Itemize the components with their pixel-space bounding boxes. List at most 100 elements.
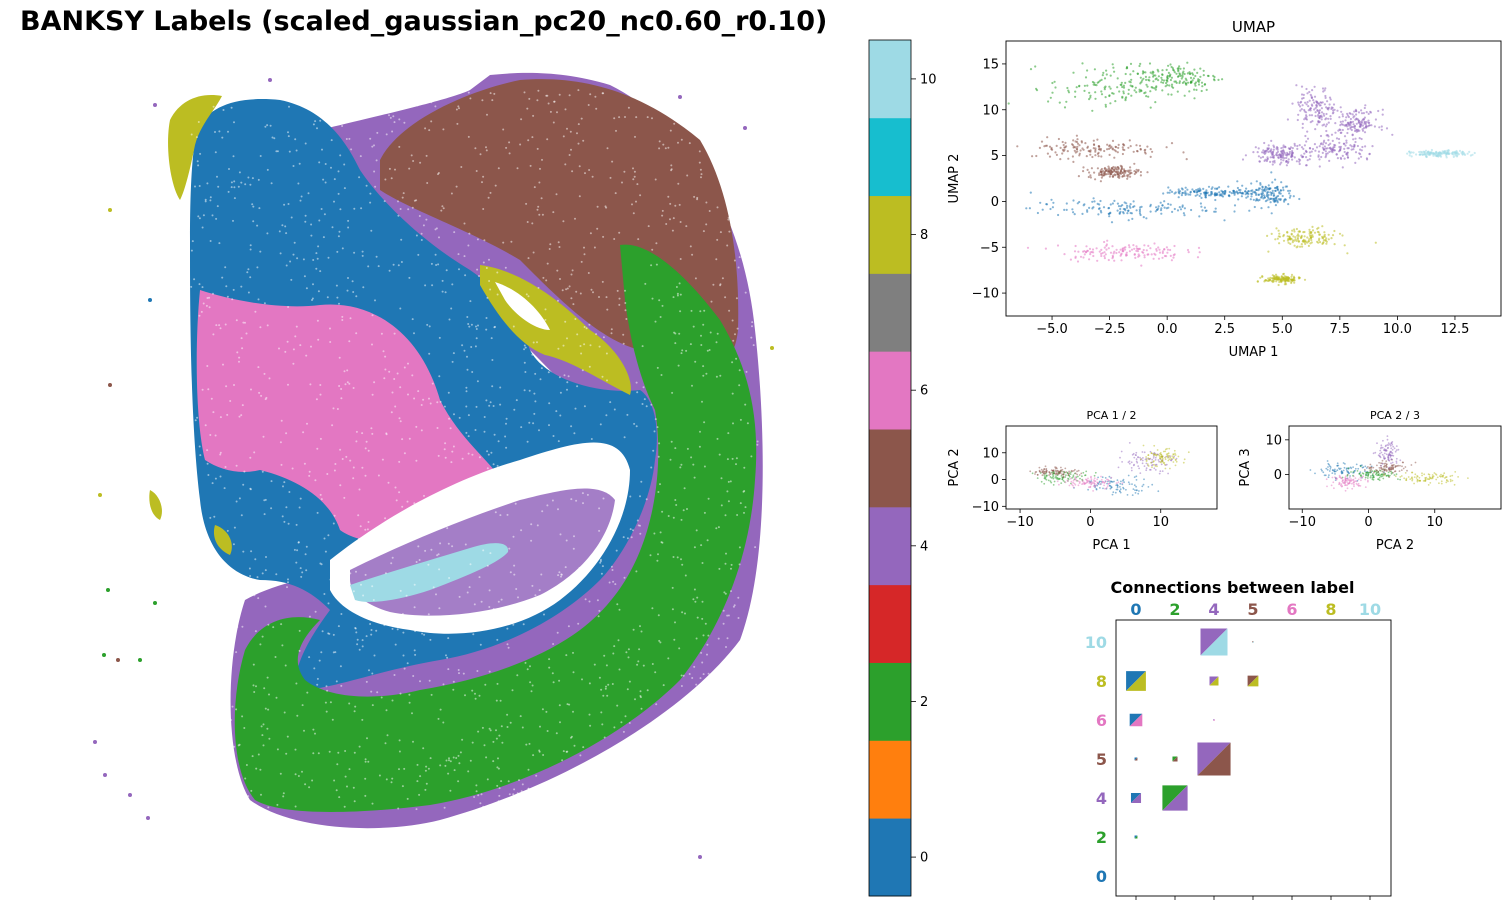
umap-xtick-label: 2.5 (1214, 322, 1235, 337)
connections-frame (1115, 619, 1392, 897)
pca23-frame (1288, 425, 1502, 510)
pca23-ylabel: PCA 3 (1238, 448, 1253, 486)
umap-title: UMAP (1232, 18, 1275, 36)
umap-ytick-label: 15 (982, 57, 999, 72)
umap-ytick-label: −10 (972, 287, 999, 302)
pca12-frame (1005, 425, 1218, 510)
connection-cell-6-4 (1213, 719, 1215, 721)
pca12-xtick-label: 10 (1152, 515, 1169, 530)
umap-ytick-label: 5 (991, 149, 999, 164)
connection-cell-5-4 (1197, 742, 1231, 776)
connection-cell-6-0 (1129, 713, 1143, 727)
colorbar-segment-7 (869, 273, 911, 352)
connections-col-label: 4 (1208, 600, 1219, 619)
umap-xtick-label: 7.5 (1329, 322, 1350, 337)
pca12-points (1029, 442, 1190, 496)
pca12-ylabel: PCA 2 (947, 448, 962, 486)
connection-cell-5-0 (1134, 757, 1138, 761)
pca23-xtick-label: −10 (1289, 515, 1316, 530)
pca23-title: PCA 2 / 3 (1370, 409, 1420, 422)
pca12-xtick-label: −10 (1006, 515, 1033, 530)
umap-ytick-label: 0 (991, 195, 999, 210)
umap-frame (1005, 40, 1502, 317)
colorbar-segment-0 (869, 818, 911, 897)
pca12-ytick-label: 0 (991, 473, 999, 488)
colorbar-segment-6 (869, 351, 911, 430)
connection-cell-8-0 (1126, 671, 1146, 691)
connection-cell-4-0 (1130, 792, 1142, 804)
connections-col-label: 5 (1247, 600, 1258, 619)
pca23-xtick-label: 10 (1426, 515, 1443, 530)
connection-cell-8-5 (1247, 675, 1259, 687)
pca23-xlabel: PCA 2 (1376, 538, 1414, 553)
colorbar-tick-label: 0 (920, 851, 928, 866)
colorbar-tick-label: 4 (920, 539, 928, 554)
connections-row-label: 10 (1085, 633, 1107, 652)
connections-col-label: 0 (1130, 600, 1141, 619)
pca23-xtick-label: 0 (1364, 515, 1372, 530)
umap-xtick-label: 5.0 (1272, 322, 1293, 337)
connections-row-label: 4 (1096, 789, 1107, 808)
pca23-ytick-label: 0 (1274, 468, 1282, 483)
colorbar-segment-8 (869, 195, 911, 274)
colorbar-segment-4 (869, 506, 911, 586)
connection-cell-10-5 (1252, 641, 1254, 643)
colorbar-segment-5 (869, 429, 911, 508)
umap-ylabel: UMAP 2 (947, 154, 962, 204)
colorbar-segment-1 (869, 740, 911, 819)
region-label-2 (234, 244, 757, 812)
pca12-xlabel: PCA 1 (1092, 538, 1130, 553)
connections-col-label: 10 (1359, 600, 1381, 619)
pca23-points (1309, 435, 1469, 492)
pca-2-3-plot: −10 0 10 0 10 PCA 2 / 3 PCA 2 PCA 3 (1238, 409, 1502, 553)
umap-xtick-label: 0.0 (1157, 322, 1178, 337)
connections-plot: Connections between label 0 0 2 2 4 4 5 5 6 6 8 8 10 1… (1085, 578, 1392, 900)
connections-col-label: 8 (1325, 600, 1336, 619)
colorbar-segment-2 (869, 662, 911, 741)
connections-row-label: 0 (1096, 867, 1107, 886)
pca-1-2-plot: −10 0 10 −10 0 10 PCA 1 / 2 PCA 1 PCA 2 (947, 409, 1218, 553)
umap-xtick-label: 12.5 (1440, 322, 1469, 337)
connections-row-label: 8 (1096, 672, 1107, 691)
pca12-title: PCA 1 / 2 (1086, 409, 1136, 422)
connections-row-label: 5 (1096, 750, 1107, 769)
connections-title: Connections between label (1111, 578, 1355, 597)
connections-row-label: 2 (1096, 828, 1107, 847)
pca12-ytick-label: −10 (972, 500, 999, 515)
umap-points (1007, 61, 1476, 287)
connections-col-label: 2 (1169, 600, 1180, 619)
umap-xlabel: UMAP 1 (1229, 345, 1279, 360)
colorbar-segment-3 (869, 584, 911, 663)
pca23-ytick-label: 10 (1265, 433, 1282, 448)
connection-cell-8-4 (1209, 676, 1219, 686)
region-label-8-top (168, 95, 222, 200)
connection-cell-4-2 (1162, 785, 1188, 811)
colorbar-segment-10 (869, 40, 911, 119)
umap-ytick-label: −5 (980, 241, 999, 256)
colorbar-segment-9 (869, 117, 911, 197)
spatial-plot (93, 72, 774, 859)
umap-xtick-label: −5.0 (1036, 322, 1068, 337)
region-label-8-dots (149, 490, 232, 555)
connections-row-label: 6 (1096, 711, 1107, 730)
umap-ytick-label: 10 (982, 103, 999, 118)
umap-xtick-label: −2.5 (1094, 322, 1126, 337)
region-label-6 (196, 290, 505, 542)
region-label-10 (350, 543, 509, 602)
colorbar-tick-label: 2 (920, 695, 928, 710)
colorbar-tick-label: 6 (920, 384, 928, 399)
main-title: BANKSY Labels (scaled_gaussian_pc20_nc0.… (20, 6, 828, 37)
connection-cell-5-2 (1172, 756, 1178, 762)
umap-plot: −5.0 −2.5 0.0 2.5 5.0 7.5 10.0 12.5 −10 −5 0 5 10 15 U… (947, 18, 1502, 360)
umap-xtick-label: 10.0 (1383, 322, 1412, 337)
connection-cell-2-0 (1134, 835, 1138, 839)
colorbar-tick-label: 10 (920, 72, 937, 87)
connections-col-label: 6 (1286, 600, 1297, 619)
pca12-ytick-label: 10 (982, 446, 999, 461)
pca12-xtick-label: 0 (1086, 515, 1094, 530)
mid-gap (495, 282, 550, 330)
connection-cell-10-4 (1200, 628, 1228, 656)
colorbar-tick-label: 8 (920, 228, 928, 243)
colorbar: 0 2 4 6 8 10 (868, 39, 937, 897)
